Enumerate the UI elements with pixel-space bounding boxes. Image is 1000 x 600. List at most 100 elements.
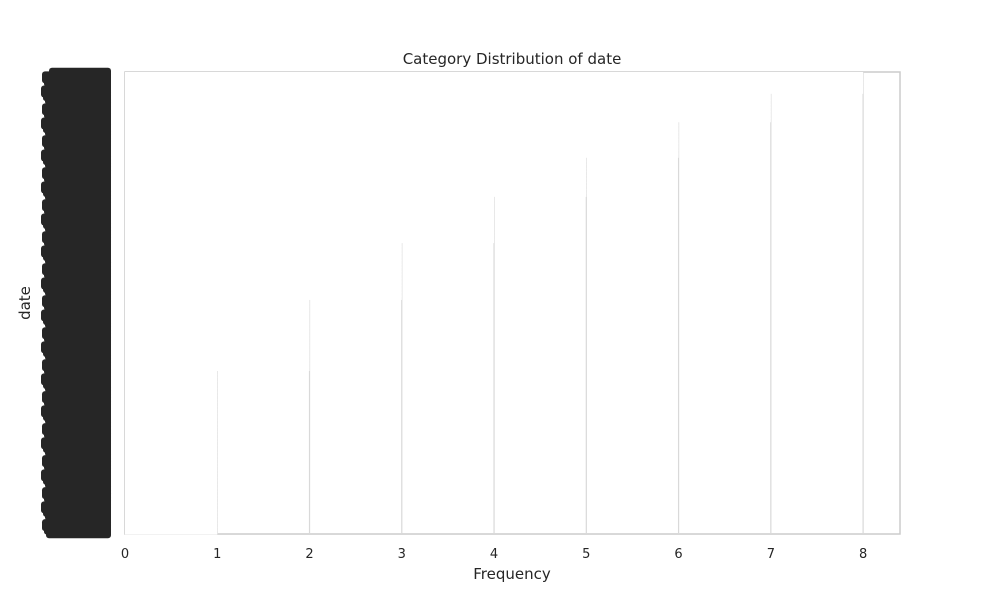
- bar: [125, 384, 218, 389]
- bar: [125, 452, 218, 457]
- bar: [125, 466, 218, 471]
- bar: [125, 484, 218, 489]
- bar: [125, 228, 495, 233]
- bar: [125, 462, 218, 467]
- bar: [125, 409, 218, 414]
- x-tick-label: 2: [305, 547, 313, 562]
- bar: [125, 217, 495, 222]
- bar: [125, 175, 587, 180]
- bar: [125, 167, 587, 173]
- bar: [125, 210, 495, 215]
- bar: [125, 185, 587, 190]
- x-tick-label: 3: [398, 547, 406, 562]
- bar: [125, 267, 402, 272]
- bar: [125, 135, 679, 141]
- bar: [125, 164, 587, 169]
- bar: [125, 342, 310, 347]
- bar: [125, 292, 402, 297]
- bar: [125, 381, 218, 386]
- bar: [125, 398, 218, 404]
- bar: [125, 420, 218, 425]
- bar: [125, 221, 495, 226]
- bar: [125, 445, 218, 450]
- bar: [125, 491, 218, 496]
- bar: [125, 182, 587, 187]
- bar: [125, 260, 402, 265]
- bar: [125, 79, 864, 84]
- bar: [125, 505, 218, 510]
- bar: [125, 125, 679, 130]
- bar: [125, 160, 587, 165]
- bar: [125, 274, 402, 279]
- bar: [125, 178, 587, 183]
- bar: [125, 107, 771, 112]
- x-tick-label: 0: [121, 547, 129, 562]
- bar: [125, 402, 218, 407]
- bar: [125, 374, 218, 379]
- bar: [125, 192, 587, 197]
- bar: [125, 334, 310, 340]
- bar: [125, 349, 310, 354]
- bar: [125, 271, 402, 276]
- bar: [125, 75, 864, 80]
- bar: [125, 502, 218, 507]
- bar: [125, 150, 679, 155]
- bar: [125, 303, 310, 308]
- bar: [125, 512, 218, 517]
- bar: [125, 487, 218, 492]
- x-tick-label: 1: [213, 547, 221, 562]
- x-tick-label: 8: [859, 547, 867, 562]
- bar: [125, 377, 218, 382]
- bar: [125, 249, 402, 254]
- bar: [125, 516, 218, 521]
- bar: [125, 313, 310, 318]
- bar: [125, 317, 310, 322]
- bar: [125, 278, 402, 283]
- bar: [125, 203, 495, 208]
- bar: [125, 235, 495, 240]
- bar: [125, 523, 218, 528]
- bar: [125, 89, 864, 94]
- bar: [125, 324, 310, 329]
- bar: [125, 448, 218, 453]
- bar: [125, 430, 218, 435]
- category-tick-labels: [41, 67, 111, 539]
- bar: [125, 352, 310, 357]
- bar: [125, 526, 218, 531]
- bar: [125, 153, 679, 158]
- bar: [125, 253, 402, 258]
- bar: [125, 242, 402, 247]
- bar: [125, 455, 218, 460]
- bar: [125, 413, 218, 418]
- x-tick-labels: 0 1 2 3 4 5 6 7 8: [121, 547, 867, 562]
- bar: [125, 427, 218, 432]
- x-tick-label: 5: [582, 547, 590, 562]
- bar: [125, 256, 402, 261]
- bar: [125, 306, 310, 311]
- bar: [125, 395, 218, 400]
- bar: [125, 519, 218, 524]
- bar: [125, 246, 402, 251]
- bar: [125, 86, 864, 91]
- bar: [125, 171, 587, 176]
- bar: [125, 509, 218, 514]
- bar: [125, 370, 218, 375]
- bar: [125, 388, 218, 393]
- bar: [125, 391, 218, 396]
- bar: [125, 359, 310, 364]
- bar: [125, 157, 587, 162]
- bar: [125, 366, 310, 372]
- bar: [125, 263, 402, 268]
- bar: [125, 416, 218, 421]
- bars: [125, 72, 864, 535]
- x-axis-label: Frequency: [473, 565, 551, 583]
- bar: [125, 82, 864, 87]
- bar: [125, 93, 771, 98]
- bar: [125, 189, 587, 194]
- bar: [125, 363, 310, 368]
- bar: [125, 530, 218, 535]
- bar: [125, 72, 864, 77]
- bar: [125, 331, 310, 336]
- bar: [125, 111, 771, 116]
